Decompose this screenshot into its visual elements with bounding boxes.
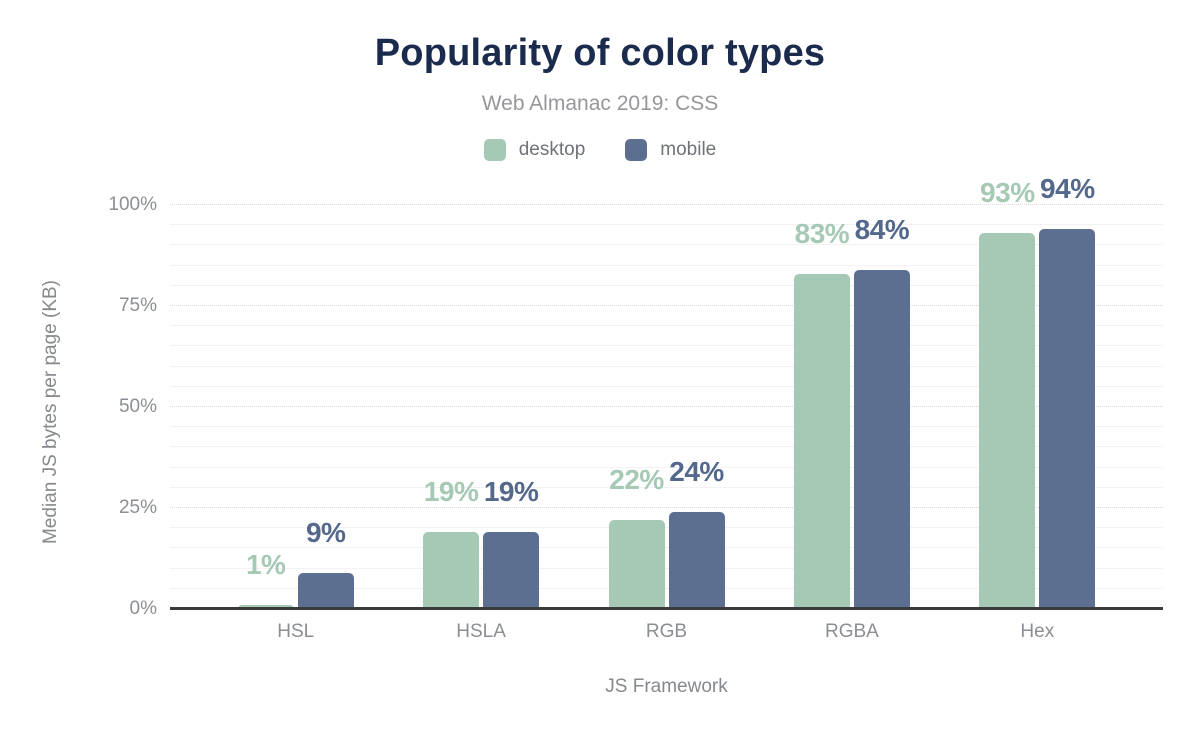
x-tick-label-rgb: RGB (645, 621, 688, 642)
y-tick-label-25: 25% (118, 497, 157, 518)
bar-mobile-hsl: 9% (297, 518, 354, 609)
bar-group-hsl: 1% 9% HSL (203, 205, 388, 642)
gridline-55 (170, 385, 1163, 387)
bar-value-label-desktop-rgba: 83% (794, 217, 850, 249)
bar-group-rgba: 83% 84% RGBA (759, 205, 944, 642)
legend-swatch-desktop-icon (483, 139, 506, 161)
chart-subtitle: Web Almanac 2019: CSS (481, 92, 719, 115)
gridline-65 (170, 345, 1163, 347)
bar-mobile-rgb: 24% (668, 458, 725, 609)
gridline-75 (170, 305, 1163, 306)
bar-group-rgb: 22% 24% RGB (574, 205, 759, 642)
gridline-45 (170, 426, 1163, 428)
gridline-80 (170, 284, 1163, 286)
bar-group-hex: 93% 94% Hex (945, 175, 1130, 642)
bar-value-label-desktop-hsla: 19% (423, 476, 479, 508)
bar-value-label-desktop-hsl: 1% (245, 548, 286, 580)
gridline-25 (170, 507, 1163, 508)
chart-title: Popularity of color types (374, 32, 826, 74)
bar-value-label-desktop-rgb: 22% (609, 464, 664, 496)
bar-desktop-hsla: 19% (423, 478, 480, 609)
bar-value-label-mobile-hex: 94% (1040, 173, 1095, 205)
bar-value-label-mobile-rgba: 84% (854, 213, 910, 245)
gridline-90 (170, 244, 1163, 246)
gridline-20 (170, 527, 1163, 529)
y-tick-label-50: 50% (118, 396, 157, 417)
grid-layer (170, 204, 1163, 609)
gridline-95 (170, 224, 1163, 226)
bar-groups: 1% 9% HSL 19% 19% HSLA 22% 24% RGB 83% 84% RGBA 93% 9… (170, 175, 1163, 642)
bar-desktop-rgb: 22% (608, 466, 665, 609)
bar-value-label-mobile-hsla: 19% (483, 476, 539, 508)
legend-item-mobile[interactable]: mobile (625, 139, 716, 161)
x-tick-label-hex: Hex (1020, 621, 1055, 642)
gridline-40 (170, 446, 1163, 448)
legend-item-desktop[interactable]: desktop (483, 139, 586, 161)
y-tick-label-100: 100% (108, 194, 157, 215)
gridline-30 (170, 486, 1163, 488)
x-axis-line (170, 607, 1163, 610)
gridline-5 (170, 587, 1163, 589)
bar-value-label-mobile-hsl: 9% (305, 516, 346, 548)
x-tick-label-hsla: HSLA (456, 621, 506, 642)
bar-desktop-hsl: 1% (237, 550, 294, 609)
gridline-100 (170, 204, 1163, 205)
gridline-10 (170, 567, 1163, 569)
bar-desktop-hex: 93% (979, 179, 1036, 609)
bar-desktop-rgba: 83% (793, 219, 850, 609)
plot-area: 1% 9% HSL 19% 19% HSLA 22% 24% RGB 83% 84% RGBA 93% 9… (108, 175, 1163, 642)
bar-mobile-hex: 94% (1039, 175, 1096, 609)
legend-label-mobile: mobile (660, 139, 717, 160)
bar-value-label-mobile-rgb: 24% (669, 456, 724, 488)
gridline-70 (170, 325, 1163, 327)
bar-group-hsla: 19% 19% HSLA (388, 205, 573, 642)
x-tick-label-hsl: HSL (277, 621, 315, 642)
x-tick-label-rgba: RGBA (824, 621, 879, 642)
gridline-15 (170, 547, 1163, 549)
legend-swatch-mobile-icon (625, 139, 648, 161)
gridline-50 (170, 406, 1163, 407)
legend: desktop mobile (0, 139, 1200, 161)
bar-mobile-hsla: 19% (483, 478, 540, 609)
gridline-35 (170, 466, 1163, 468)
gridline-85 (170, 264, 1163, 266)
y-tick-label-75: 75% (118, 295, 157, 316)
y-tick-label-0: 0% (129, 598, 157, 619)
bar-mobile-rgba: 84% (853, 215, 910, 609)
x-axis-title: JS Framework (605, 676, 728, 697)
legend-label-desktop: desktop (518, 139, 586, 160)
gridline-60 (170, 365, 1163, 367)
bar-value-label-desktop-hex: 93% (980, 177, 1035, 209)
